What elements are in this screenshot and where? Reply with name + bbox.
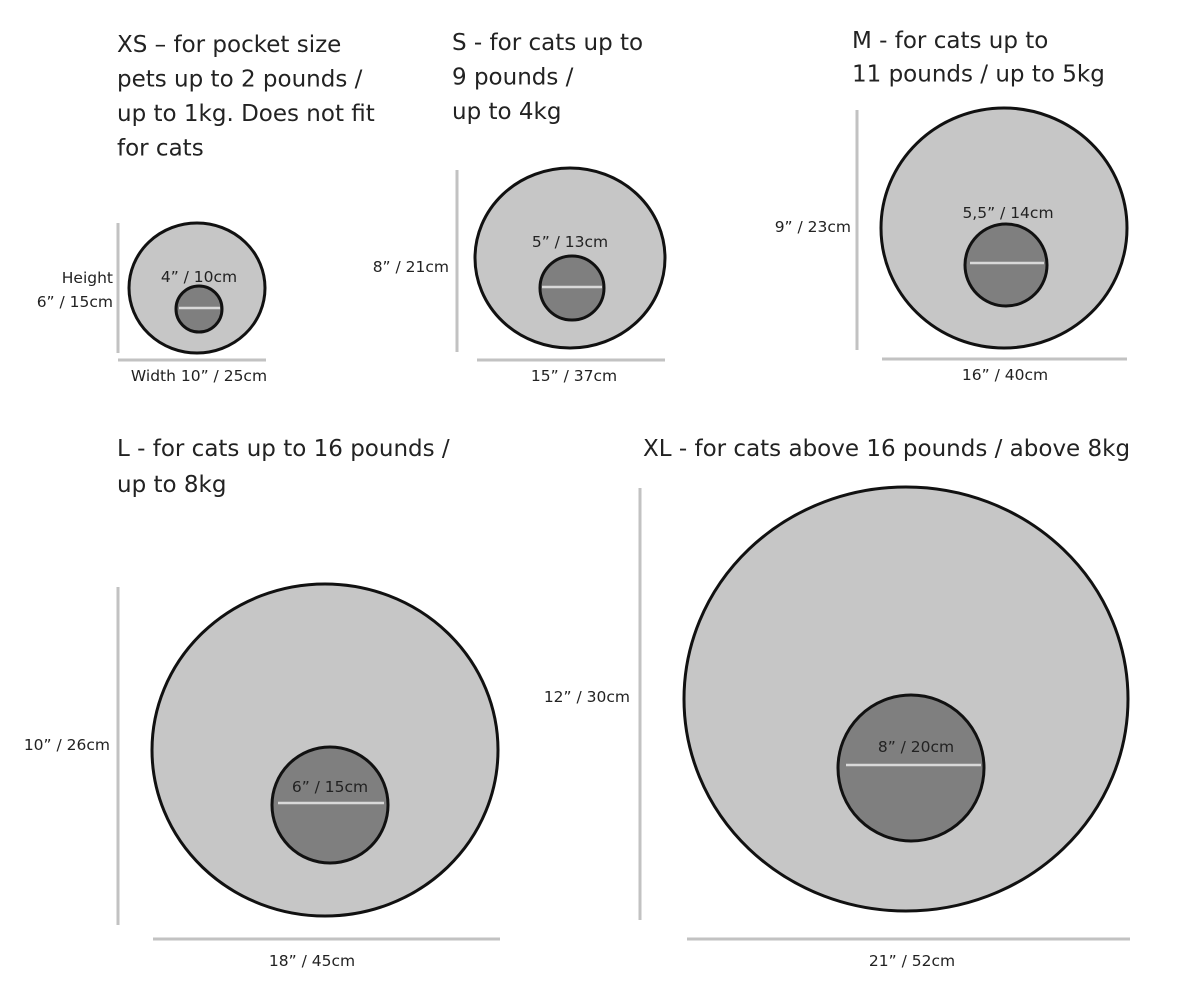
size-title-line: XS – for pocket size (117, 32, 341, 58)
size-title-line: pets up to 2 pounds / (117, 67, 363, 93)
opening-label: 5” / 13cm (532, 233, 608, 251)
size-title-line: XL - for cats above 16 pounds / above 8k… (643, 436, 1130, 462)
size-title-line: up to 1kg. Does not fit (117, 101, 375, 127)
opening-label: 5,5” / 14cm (962, 204, 1053, 222)
size-title-line: 9 pounds / (452, 65, 574, 91)
height-label: 6” / 15cm (37, 293, 113, 311)
opening-label: 6” / 15cm (292, 778, 368, 796)
opening-circle (836, 693, 986, 843)
width-label: 16” / 40cm (962, 366, 1048, 384)
size-title-line: 11 pounds / up to 5kg (852, 62, 1105, 88)
size-l-group: L - for cats up to 16 pounds / up to 8kg 6… (24, 436, 500, 970)
size-xs-group: XS – for pocket size pets up to 2 pounds … (37, 32, 375, 385)
opening-circle (963, 222, 1049, 308)
size-s-group: S - for cats up to 9 pounds / up to 4kg 5” … (373, 30, 667, 385)
size-title-line: S - for cats up to (452, 30, 643, 56)
opening-label: 8” / 20cm (878, 738, 954, 756)
height-label: 9” / 23cm (775, 218, 851, 236)
opening-circle (270, 745, 390, 865)
height-label: 12” / 30cm (544, 688, 630, 706)
height-label: 8” / 21cm (373, 258, 449, 276)
width-label: 21” / 52cm (869, 952, 955, 970)
size-title-line: M - for cats up to (852, 28, 1048, 54)
size-m-group: M - for cats up to 11 pounds / up to 5kg 5… (775, 28, 1129, 384)
size-xl-group: XL - for cats above 16 pounds / above 8k… (544, 436, 1130, 970)
size-title-line: up to 4kg (452, 99, 561, 125)
height-label: 10” / 26cm (24, 736, 110, 754)
size-title-line: for cats (117, 136, 204, 162)
size-title-line: L - for cats up to 16 pounds / (117, 436, 450, 462)
width-label: 15” / 37cm (531, 367, 617, 385)
opening-label: 4” / 10cm (161, 268, 237, 286)
height-label: Height (62, 269, 113, 287)
width-label: 18” / 45cm (269, 952, 355, 970)
size-title-line: up to 8kg (117, 472, 226, 498)
width-label: Width 10” / 25cm (131, 367, 267, 385)
